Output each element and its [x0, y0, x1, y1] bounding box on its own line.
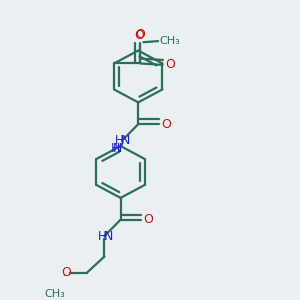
Text: CH₃: CH₃	[160, 36, 180, 46]
Text: N: N	[121, 134, 130, 147]
Text: O: O	[136, 28, 146, 41]
Text: CH₃: CH₃	[44, 289, 65, 299]
Text: O: O	[161, 118, 171, 131]
Text: N: N	[113, 142, 122, 155]
Text: O: O	[134, 29, 144, 42]
Text: O: O	[165, 58, 175, 71]
Text: O: O	[143, 213, 153, 226]
Text: N: N	[103, 230, 113, 243]
Text: O: O	[61, 266, 71, 279]
Text: H: H	[98, 230, 106, 243]
Text: H: H	[111, 142, 121, 155]
Text: H: H	[115, 134, 124, 147]
